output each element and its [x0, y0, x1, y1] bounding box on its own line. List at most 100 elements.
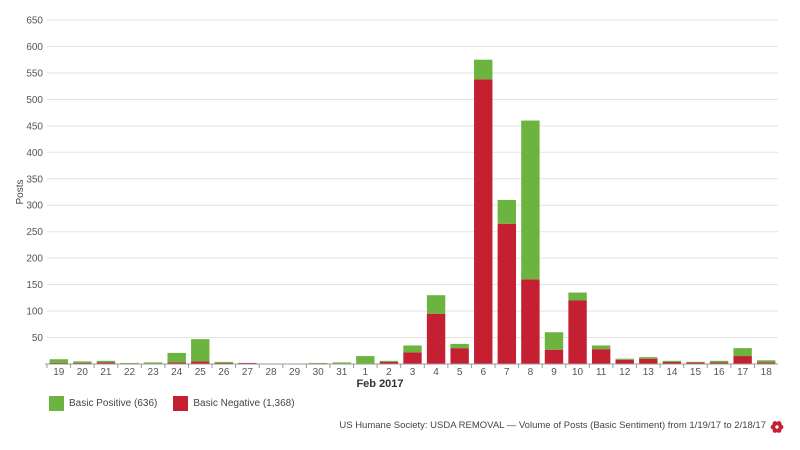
bar-negative-16[interactable] — [709, 362, 729, 364]
y-tick-label: 450 — [26, 121, 43, 132]
x-tick-label: 5 — [457, 367, 463, 378]
bar-positive-22[interactable] — [120, 362, 139, 364]
x-tick-label: 7 — [504, 367, 510, 378]
y-axis-title: Posts — [15, 179, 26, 204]
x-tick-label: 6 — [480, 367, 486, 378]
x-tick-label: 28 — [265, 367, 277, 378]
bar-positive-25[interactable] — [191, 339, 210, 362]
x-tick-label: 27 — [242, 367, 254, 378]
bar-positive-1[interactable] — [356, 356, 375, 364]
logo-petal — [776, 427, 782, 433]
bar-negative-12[interactable] — [615, 359, 634, 364]
bar-positive-21[interactable] — [96, 360, 116, 363]
x-tick-label: 11 — [596, 367, 607, 378]
legend-item-positive[interactable]: Basic Positive (636) — [49, 396, 157, 411]
logo-petal — [772, 421, 778, 427]
bar-positive-15[interactable] — [686, 361, 705, 363]
bar-negative-9[interactable] — [544, 349, 564, 364]
bar-negative-24[interactable] — [167, 362, 186, 364]
bar-positive-5[interactable] — [450, 343, 469, 349]
bar-negative-5[interactable] — [450, 348, 469, 364]
x-axis-ticks: 19 20 21 22 23 24 25 26 27 28 29 30 31 1 2 3 4 5 6 7 8 9 10 11 1… — [46, 364, 772, 378]
bar-negative-14[interactable] — [662, 361, 682, 364]
bar-positive-23[interactable] — [143, 362, 163, 364]
x-tick-label: 15 — [690, 367, 702, 378]
bar-negative-6[interactable] — [474, 79, 493, 364]
bar-negative-27[interactable] — [238, 362, 257, 364]
y-tick-label: 300 — [26, 201, 43, 212]
bar-negative-8[interactable] — [521, 279, 540, 364]
x-tick-label: 26 — [218, 367, 230, 378]
y-tick-label: 650 — [26, 16, 43, 27]
legend-swatch-negative — [173, 396, 189, 411]
bar-positive-20[interactable] — [73, 361, 92, 363]
x-tick-label: 24 — [171, 367, 183, 378]
x-tick-label: 23 — [148, 367, 160, 378]
bar-negative-17[interactable] — [733, 356, 752, 364]
bar-positive-19[interactable] — [49, 359, 68, 363]
y-tick-label: 400 — [26, 148, 43, 159]
bar-positive-4[interactable] — [426, 295, 446, 314]
bar-negative-18[interactable] — [757, 362, 776, 364]
x-tick-label: 4 — [433, 367, 439, 378]
x-tick-label: 20 — [77, 367, 89, 378]
chart-footer-caption: US Humane Society: USDA REMOVAL — Volume… — [339, 420, 766, 431]
x-tick-label: 2 — [386, 367, 392, 378]
bar-positive-3[interactable] — [403, 345, 422, 353]
x-tick-label: 13 — [643, 367, 655, 378]
bar-positive-7[interactable] — [497, 199, 517, 224]
bar-positive-2[interactable] — [379, 360, 399, 362]
x-tick-label: 14 — [666, 367, 678, 378]
y-tick-label: 100 — [26, 307, 43, 318]
x-tick-label: 19 — [53, 367, 65, 378]
bar-positive-18[interactable] — [757, 360, 776, 363]
bar-positive-13[interactable] — [639, 357, 658, 359]
bar-negative-13[interactable] — [639, 358, 658, 364]
bar-negative-4[interactable] — [426, 313, 446, 364]
legend-label-negative: Basic Negative (1,368) — [193, 398, 295, 409]
bar-negative-7[interactable] — [497, 223, 517, 364]
legend-label-positive: Basic Positive (636) — [69, 398, 158, 409]
bar-positive-14[interactable] — [662, 360, 682, 362]
bar-positive-12[interactable] — [615, 358, 634, 360]
bar-negative-2[interactable] — [379, 361, 399, 364]
y-tick-label: 250 — [26, 227, 43, 238]
bar-negative-25[interactable] — [191, 361, 210, 364]
bar-negative-20[interactable] — [73, 362, 92, 364]
bar-positive-6[interactable] — [474, 59, 493, 80]
y-tick-label: 50 — [32, 333, 44, 344]
y-tick-label: 350 — [26, 174, 43, 185]
bar-negative-10[interactable] — [568, 300, 587, 364]
bar-negative-3[interactable] — [403, 352, 422, 364]
x-tick-label: 1 — [363, 367, 369, 378]
x-axis-month-label: Feb 2017 — [356, 378, 403, 390]
y-tick-label: 600 — [26, 42, 43, 53]
bar-positive-30[interactable] — [308, 362, 328, 364]
y-tick-label: 500 — [26, 95, 43, 106]
legend-item-negative[interactable]: Basic Negative (1,368) — [173, 396, 295, 411]
bar-negative-15[interactable] — [686, 362, 705, 364]
bar-positive-31[interactable] — [332, 362, 351, 364]
bar-positive-17[interactable] — [733, 348, 752, 357]
bar-positive-26[interactable] — [214, 361, 234, 363]
bar-negative-21[interactable] — [96, 362, 116, 364]
x-tick-label: 16 — [713, 367, 725, 378]
y-tick-label: 550 — [26, 68, 43, 79]
bar-negative-26[interactable] — [214, 362, 234, 364]
x-tick-label: 10 — [572, 367, 584, 378]
x-tick-label: 21 — [100, 367, 112, 378]
bar-positive-11[interactable] — [591, 345, 611, 350]
bar-positive-8[interactable] — [521, 120, 540, 280]
x-tick-label: 25 — [195, 367, 207, 378]
bar-negative-19[interactable] — [49, 362, 68, 364]
legend-swatch-positive — [49, 396, 64, 411]
bar-positive-9[interactable] — [544, 332, 564, 350]
y-tick-label: 200 — [26, 254, 43, 265]
x-tick-label: 29 — [289, 367, 301, 378]
bar-negative-11[interactable] — [591, 349, 611, 364]
bar-positive-16[interactable] — [709, 360, 729, 363]
bar-positive-10[interactable] — [568, 292, 587, 301]
legend: Basic Positive (636) Basic Negative (1,3… — [49, 396, 295, 411]
x-tick-label: 31 — [336, 367, 348, 378]
bar-positive-24[interactable] — [167, 352, 186, 363]
